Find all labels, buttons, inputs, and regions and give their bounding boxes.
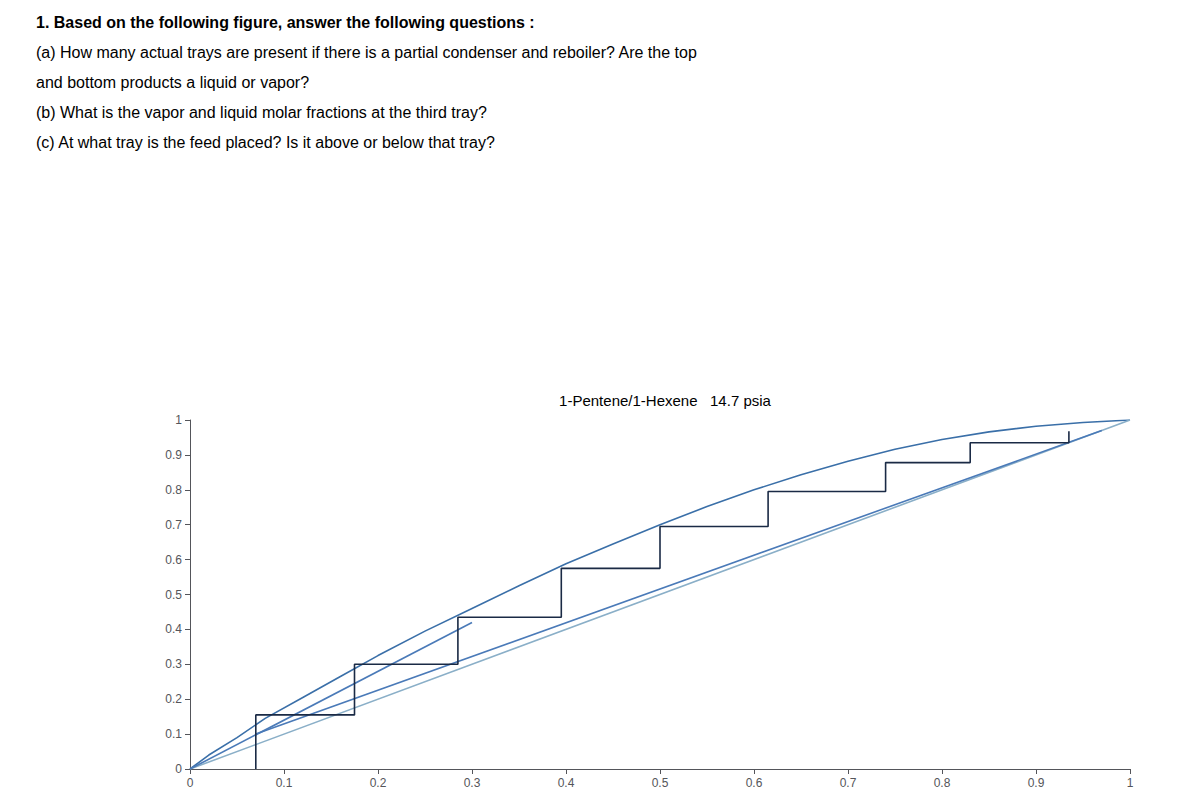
svg-text:0.3: 0.3 <box>464 776 481 790</box>
svg-text:0.4: 0.4 <box>558 776 575 790</box>
svg-text:0.6: 0.6 <box>746 776 763 790</box>
svg-text:(a) How many actual trays are: (a) How many actual trays are present if… <box>36 44 697 61</box>
svg-text:0.2: 0.2 <box>165 692 182 706</box>
svg-text:0.6: 0.6 <box>165 553 182 567</box>
svg-text:0: 0 <box>187 776 194 790</box>
svg-text:0.8: 0.8 <box>165 483 182 497</box>
svg-text:and bottom products a liquid o: and bottom products a liquid or vapor? <box>36 74 309 91</box>
svg-text:0.2: 0.2 <box>370 776 387 790</box>
svg-text:1-Pentene/1-Hexene 14.7 psia: 1-Pentene/1-Hexene 14.7 psia <box>559 392 771 409</box>
svg-text:0.1: 0.1 <box>165 727 182 741</box>
svg-text:0.4: 0.4 <box>165 622 182 636</box>
svg-text:(c) At what tray is the feed p: (c) At what tray is the feed placed? Is … <box>36 134 495 151</box>
svg-text:0.9: 0.9 <box>165 448 182 462</box>
svg-text:0.9: 0.9 <box>1028 776 1045 790</box>
svg-text:1: 1 <box>175 413 182 427</box>
svg-text:0.5: 0.5 <box>652 776 669 790</box>
svg-text:0.8: 0.8 <box>934 776 951 790</box>
svg-text:1. Based on the following figu: 1. Based on the following figure, answer… <box>36 14 535 31</box>
svg-text:0: 0 <box>175 762 182 776</box>
svg-text:0.3: 0.3 <box>165 657 182 671</box>
svg-text:0.7: 0.7 <box>840 776 857 790</box>
svg-text:0.7: 0.7 <box>165 518 182 532</box>
svg-text:0.1: 0.1 <box>276 776 293 790</box>
svg-text:0.5: 0.5 <box>165 588 182 602</box>
svg-text:(b) What is the vapor and liqu: (b) What is the vapor and liquid molar f… <box>36 104 487 121</box>
svg-text:1: 1 <box>1127 776 1134 790</box>
